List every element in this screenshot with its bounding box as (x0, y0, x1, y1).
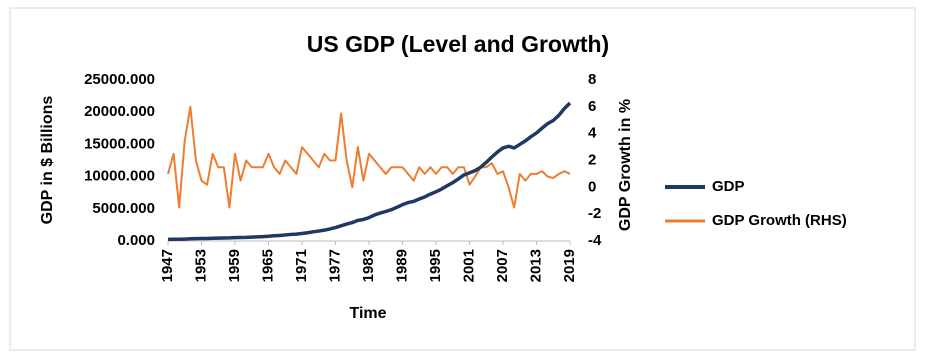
series-line (167, 105, 571, 209)
x-tick-label: 1995 (427, 249, 444, 282)
y2-tick-label: 4 (588, 125, 597, 142)
x-tick-label: 1953 (192, 249, 209, 282)
y-tick-label: 0.000 (117, 232, 155, 249)
series-line (167, 101, 572, 242)
y-tick-label: 10000.000 (84, 168, 155, 185)
y2-tick-label: -2 (588, 205, 601, 222)
y2-tick-label: 8 (588, 71, 596, 88)
y-tick-label: 5000.000 (92, 200, 155, 217)
chart-frame (9, 7, 916, 351)
x-tick-label: 1971 (293, 249, 310, 282)
x-tick-label: 2013 (527, 249, 544, 282)
x-tick-label: 1959 (226, 249, 243, 282)
y2-axis-title: GDP Growth in % (617, 99, 634, 231)
x-tick-label: 2001 (460, 249, 477, 282)
y2-tick-label: 0 (588, 178, 596, 195)
y2-tick-label: -4 (588, 232, 602, 249)
y-tick-label: 15000.000 (84, 135, 155, 152)
legend-label: GDP Growth (RHS) (712, 212, 847, 229)
y2-tick-label: 6 (588, 98, 596, 115)
y-tick-label: 20000.000 (84, 103, 155, 120)
y-tick-label: 25000.000 (84, 71, 155, 88)
x-tick-label: 2007 (494, 249, 511, 282)
x-tick-label: 1989 (393, 249, 410, 282)
x-tick-label: 1977 (326, 249, 343, 282)
x-tick-label: 2019 (561, 249, 578, 282)
x-axis-title: Time (349, 305, 386, 322)
x-tick-label: 1983 (360, 249, 377, 282)
legend-label: GDP (712, 178, 745, 195)
chart-title: US GDP (Level and Growth) (307, 31, 609, 57)
y-axis-title: GDP in $ Billions (39, 96, 56, 225)
y2-tick-label: 2 (588, 151, 596, 168)
x-tick-label: 1947 (159, 249, 176, 282)
x-tick-label: 1965 (259, 249, 276, 282)
